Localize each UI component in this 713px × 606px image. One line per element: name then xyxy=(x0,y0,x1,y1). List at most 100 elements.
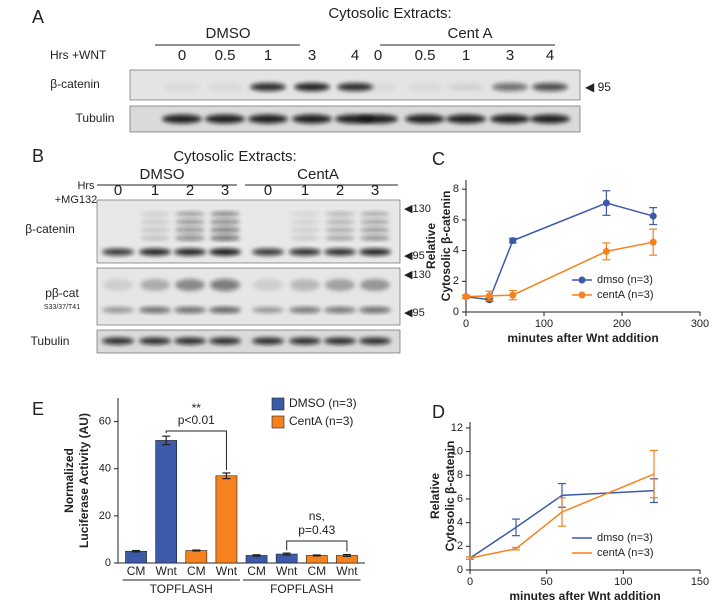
band xyxy=(210,279,240,291)
y-axis-label: Relative xyxy=(424,223,438,269)
band xyxy=(174,248,206,256)
mw-marker: ◀95 xyxy=(404,307,425,319)
lane-label: 0 xyxy=(374,47,382,64)
band xyxy=(532,83,568,91)
point xyxy=(602,247,610,255)
band xyxy=(253,220,283,225)
band xyxy=(140,219,170,225)
band xyxy=(324,307,356,313)
lane-label: 2 xyxy=(186,182,194,199)
blot-sublabel: S33/37/T41 xyxy=(44,304,80,311)
band xyxy=(252,337,284,345)
lane-label: 4 xyxy=(546,47,554,64)
mw-marker: ◀130 xyxy=(404,203,431,215)
band xyxy=(102,307,134,313)
band xyxy=(292,114,332,124)
band xyxy=(359,337,391,345)
y-tick-label: 0 xyxy=(105,557,111,569)
band xyxy=(103,212,133,217)
bar xyxy=(305,555,328,564)
blot-layer: 0 0.5 1 3 4 0 0.5 1 3 40 1 2 3 0 1 2 3 xyxy=(96,47,581,354)
x-tick-label: Wnt xyxy=(276,564,298,578)
legend-swatch xyxy=(271,397,285,411)
blot-label: β-catenin xyxy=(50,77,100,91)
blot-label: Tubulin xyxy=(76,111,115,125)
band xyxy=(253,279,283,291)
band xyxy=(290,219,320,225)
group-label: DMSO xyxy=(206,25,251,42)
x-axis-label: minutes after Wnt addition xyxy=(507,331,658,345)
lane-label: 3 xyxy=(221,182,229,199)
point xyxy=(509,237,517,245)
y-tick-label: 2 xyxy=(457,540,463,552)
y-axis-label: Luciferase Activity (AU) xyxy=(77,413,91,548)
mw-marker: ◀130 xyxy=(404,269,431,281)
band xyxy=(325,227,355,233)
band xyxy=(325,219,355,225)
x-tick-label: CM xyxy=(187,564,206,578)
band xyxy=(359,248,391,256)
point xyxy=(649,212,657,220)
annotation: ** xyxy=(192,401,202,415)
band xyxy=(209,307,241,313)
x-tick-label: CM xyxy=(127,564,146,578)
band xyxy=(248,114,288,124)
band xyxy=(140,211,170,217)
band xyxy=(205,114,245,124)
band xyxy=(140,235,170,241)
y-tick-label: 6 xyxy=(457,493,463,505)
band xyxy=(210,235,240,241)
bar xyxy=(125,550,147,564)
band xyxy=(325,279,355,291)
band xyxy=(102,248,134,256)
blot-label: β-catenin xyxy=(25,222,75,236)
band xyxy=(210,219,240,225)
band xyxy=(209,248,241,256)
panel-letter: A xyxy=(32,7,44,27)
y-tick-label: 0 xyxy=(457,564,463,576)
band xyxy=(175,211,205,217)
lane-label: 1 xyxy=(462,47,470,64)
x-tick-label: 150 xyxy=(691,576,709,588)
blot-label: Tubulin xyxy=(31,334,70,348)
band xyxy=(252,248,284,256)
lane-label: 3 xyxy=(371,182,379,199)
legend-label: CentA (n=3) xyxy=(289,414,353,428)
band xyxy=(103,228,133,233)
x-tick-label: 0 xyxy=(463,318,469,330)
band xyxy=(210,227,240,233)
band xyxy=(175,227,205,233)
band xyxy=(289,307,321,313)
bracket xyxy=(286,540,348,552)
band xyxy=(360,235,390,241)
y-tick-label: 8 xyxy=(457,469,463,481)
blot-label: pβ-cat xyxy=(45,286,79,300)
point xyxy=(462,293,470,301)
mw-marker: ◀95 xyxy=(404,250,425,262)
lane-label: 3 xyxy=(506,47,514,64)
y-axis-label: Normalized xyxy=(62,448,76,513)
row-label: Hrs xyxy=(77,180,95,192)
point xyxy=(649,238,657,246)
band xyxy=(294,83,330,91)
bar xyxy=(185,550,208,564)
x-tick-label: 200 xyxy=(613,318,631,330)
panel-letter: E xyxy=(32,399,44,419)
band xyxy=(290,235,320,241)
band xyxy=(325,235,355,241)
band xyxy=(290,211,320,217)
band xyxy=(446,114,486,124)
band xyxy=(139,248,171,256)
row-label: +MG132 xyxy=(55,194,98,206)
group-label: TOPFLASH xyxy=(150,582,213,596)
band xyxy=(360,211,390,217)
band xyxy=(175,235,205,241)
legend-label: dmso (n=3) xyxy=(597,532,653,544)
lane-label: 1 xyxy=(151,182,159,199)
x-tick-label: CM xyxy=(247,564,266,578)
band xyxy=(140,279,170,291)
panel-letter: C xyxy=(432,149,445,169)
group-label: Cent A xyxy=(447,25,492,42)
